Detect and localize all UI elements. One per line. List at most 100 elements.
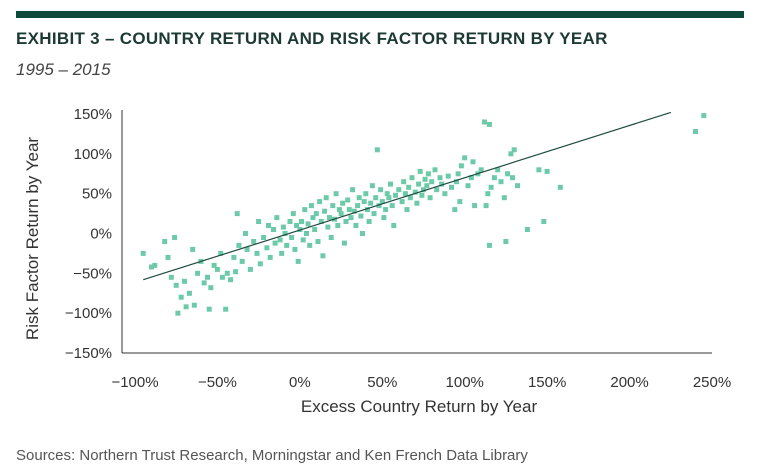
scatter-point: [488, 184, 494, 190]
x-tick-label: −50%: [198, 374, 237, 391]
scatter-point: [182, 278, 187, 284]
x-tick-label: 0%: [289, 374, 311, 391]
scatter-point: [341, 240, 347, 246]
scatter-point: [320, 253, 326, 259]
scatter-point: [348, 215, 354, 221]
scatter-point: [424, 183, 430, 189]
scatter-point: [389, 203, 395, 209]
scatter-point: [427, 195, 433, 201]
scatter-point: [343, 219, 349, 224]
y-axis-label: Risk Factor Return by Year: [23, 137, 42, 340]
scatter-point: [251, 239, 257, 244]
scatter-point: [317, 199, 323, 205]
scatter-point: [211, 262, 217, 268]
scatter-point: [219, 274, 225, 280]
scatter-point: [244, 246, 250, 252]
y-ticks: −150% −100% −50% 0% 50% 100% 150%: [65, 106, 112, 362]
scatter-point: [271, 227, 276, 232]
scatter-point: [236, 242, 242, 248]
x-tick-label: 50%: [367, 374, 397, 391]
scatter-point: [374, 147, 380, 153]
scatter-point: [486, 242, 492, 248]
scatter-point: [284, 242, 290, 248]
scatter-point: [272, 240, 278, 246]
scatter-point: [300, 237, 306, 243]
scatter-point: [381, 215, 387, 221]
scatter-point: [307, 242, 313, 248]
scatter-point: [388, 181, 393, 187]
scatter-point: [544, 168, 550, 174]
scatter-point: [457, 199, 463, 205]
scatter-point: [335, 223, 341, 228]
scatter-point: [498, 179, 504, 185]
scatter-point: [455, 171, 461, 177]
scatter-point: [379, 199, 385, 205]
x-ticks: −100% −50% 0% 50% 100% 150% 200% 250%: [111, 374, 731, 391]
y-tick-label: 50%: [82, 186, 112, 203]
scatter-point: [541, 219, 547, 224]
scatter-point: [328, 235, 334, 240]
scatter-point: [175, 310, 181, 316]
scatter-point: [218, 250, 224, 256]
scatter-point: [239, 258, 245, 264]
y-tick-label: −100%: [65, 305, 112, 322]
scatter-point: [478, 167, 484, 173]
scatter-point: [261, 235, 267, 240]
scatter-point: [186, 290, 192, 296]
scatter-point: [483, 203, 489, 209]
scatter-point: [310, 215, 316, 221]
scatter-point: [257, 261, 263, 267]
scatter-point: [376, 203, 382, 209]
scatter-point: [290, 211, 296, 217]
scatter-point: [384, 191, 390, 197]
source-note: Sources: Northern Trust Research, Mornin…: [16, 447, 528, 464]
scatter-point: [322, 208, 328, 214]
scatter-point: [208, 285, 214, 291]
scatter-point: [350, 187, 356, 193]
scatter-point: [465, 183, 471, 189]
scatter-point: [417, 168, 423, 174]
scatter-point: [336, 207, 342, 213]
scatter-point: [277, 237, 283, 243]
scatter-point: [503, 239, 509, 244]
y-tick-label: 0%: [90, 226, 112, 243]
scatter-point: [511, 147, 517, 153]
scatter-point: [287, 219, 293, 224]
scatter-point: [406, 184, 412, 190]
scatter-point: [280, 224, 286, 230]
x-tick-label: 250%: [693, 374, 731, 391]
scatter-point: [501, 195, 507, 201]
scatter-point: [318, 219, 324, 224]
scatter-point: [412, 189, 418, 195]
scatter-point: [266, 223, 271, 228]
scatter-point: [333, 191, 339, 197]
scatter-point: [168, 274, 174, 280]
scatter-point: [191, 302, 197, 308]
scatter-point: [557, 184, 563, 190]
scatter-point: [228, 277, 234, 283]
chart-subtitle: 1995 – 2015: [16, 60, 111, 79]
scatter-point: [505, 171, 511, 177]
scatter-point: [140, 250, 146, 256]
scatter-point: [308, 203, 314, 209]
scatter-point: [315, 239, 321, 244]
scatter-point: [378, 187, 384, 193]
scatter-point: [292, 246, 298, 252]
scatter-point: [391, 223, 397, 228]
scatter-point: [214, 266, 220, 272]
scatter-point: [414, 200, 420, 206]
scatter-point: [468, 175, 474, 181]
scatter-point: [162, 239, 168, 244]
scatter-point: [173, 282, 179, 288]
scatter-point: [254, 250, 260, 256]
scatter-point: [419, 192, 425, 198]
scatter-point: [247, 266, 253, 272]
scatter-point: [323, 195, 329, 201]
scatter-point: [340, 200, 346, 206]
scatter-point: [195, 270, 201, 276]
scatter-point: [693, 129, 698, 134]
scatter-point: [224, 270, 230, 276]
scatter-point: [313, 211, 319, 217]
x-tick-label: 100%: [446, 374, 484, 391]
scatter-point: [178, 294, 184, 300]
